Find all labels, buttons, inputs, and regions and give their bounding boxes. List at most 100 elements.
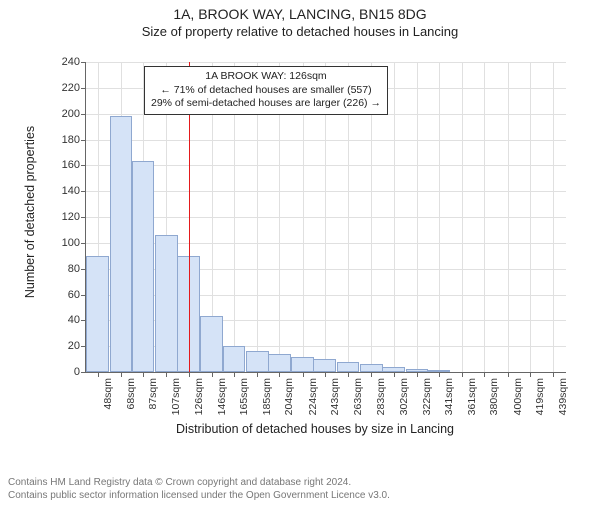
histogram-bar	[360, 364, 383, 372]
xtick-label: 146sqm	[216, 378, 228, 415]
histogram-bar	[200, 316, 223, 372]
xtick-mark	[166, 372, 167, 377]
ytick-label: 220	[62, 82, 80, 94]
histogram-bar	[382, 367, 405, 372]
xtick-mark	[257, 372, 258, 377]
histogram-bar	[313, 359, 336, 372]
histogram-bar	[110, 116, 133, 372]
xtick-label: 283sqm	[375, 378, 387, 415]
ytick-mark	[81, 217, 86, 218]
chart-container: Number of detached properties 0204060801…	[40, 52, 590, 442]
xtick-label: 126sqm	[193, 378, 205, 415]
ytick-mark	[81, 62, 86, 63]
ytick-label: 180	[62, 134, 80, 146]
xtick-mark	[439, 372, 440, 377]
ytick-label: 160	[62, 159, 80, 171]
ytick-mark	[81, 88, 86, 89]
xtick-label: 341sqm	[443, 378, 455, 415]
ytick-mark	[81, 191, 86, 192]
histogram-bar	[291, 357, 314, 373]
xtick-label: 263sqm	[352, 378, 364, 415]
xtick-mark	[371, 372, 372, 377]
xtick-mark	[234, 372, 235, 377]
histogram-bar	[246, 351, 269, 372]
y-axis-label: Number of detached properties	[23, 126, 37, 298]
gridline-vertical	[417, 62, 418, 372]
xtick-label: 439sqm	[557, 378, 569, 415]
histogram-bar	[132, 161, 155, 372]
xtick-mark	[462, 372, 463, 377]
ytick-mark	[81, 114, 86, 115]
gridline-horizontal	[86, 217, 566, 218]
xtick-label: 165sqm	[238, 378, 250, 415]
histogram-bar	[337, 362, 360, 372]
footer-attribution: Contains HM Land Registry data © Crown c…	[8, 477, 390, 502]
x-axis-label: Distribution of detached houses by size …	[176, 422, 454, 436]
gridline-horizontal	[86, 140, 566, 141]
xtick-mark	[98, 372, 99, 377]
xtick-label: 48sqm	[102, 378, 114, 410]
annotation-line: ← 71% of detached houses are smaller (55…	[151, 84, 381, 98]
ytick-label: 60	[68, 289, 80, 301]
histogram-bar	[428, 370, 451, 372]
page-title: 1A, BROOK WAY, LANCING, BN15 8DG	[0, 6, 600, 22]
xtick-mark	[348, 372, 349, 377]
xtick-mark	[303, 372, 304, 377]
xtick-mark	[121, 372, 122, 377]
xtick-label: 400sqm	[512, 378, 524, 415]
xtick-mark	[417, 372, 418, 377]
xtick-mark	[189, 372, 190, 377]
xtick-label: 87sqm	[147, 378, 159, 410]
xtick-label: 68sqm	[125, 378, 137, 410]
ytick-mark	[81, 243, 86, 244]
annotation-callout: 1A BROOK WAY: 126sqm ← 71% of detached h…	[144, 66, 388, 115]
histogram-bar	[155, 235, 178, 372]
ytick-label: 100	[62, 237, 80, 249]
histogram-bar	[406, 369, 429, 372]
xtick-label: 302sqm	[398, 378, 410, 415]
ytick-label: 40	[68, 314, 80, 326]
gridline-vertical	[484, 62, 485, 372]
xtick-mark	[325, 372, 326, 377]
ytick-mark	[81, 140, 86, 141]
ytick-label: 20	[68, 340, 80, 352]
xtick-label: 204sqm	[283, 378, 295, 415]
ytick-mark	[81, 295, 86, 296]
xtick-mark	[394, 372, 395, 377]
ytick-mark	[81, 320, 86, 321]
xtick-label: 243sqm	[329, 378, 341, 415]
plot-area: 02040608010012014016018020022024048sqm68…	[85, 62, 566, 373]
ytick-mark	[81, 372, 86, 373]
annotation-line: 1A BROOK WAY: 126sqm	[151, 70, 381, 84]
ytick-label: 200	[62, 108, 80, 120]
xtick-mark	[143, 372, 144, 377]
xtick-label: 322sqm	[421, 378, 433, 415]
gridline-vertical	[553, 62, 554, 372]
gridline-vertical	[394, 62, 395, 372]
ytick-label: 120	[62, 211, 80, 223]
xtick-mark	[530, 372, 531, 377]
xtick-label: 361sqm	[466, 378, 478, 415]
ytick-mark	[81, 346, 86, 347]
xtick-mark	[484, 372, 485, 377]
ytick-label: 140	[62, 185, 80, 197]
ytick-label: 80	[68, 263, 80, 275]
gridline-vertical	[530, 62, 531, 372]
xtick-mark	[508, 372, 509, 377]
xtick-label: 419sqm	[534, 378, 546, 415]
histogram-bar	[268, 354, 291, 372]
xtick-label: 185sqm	[261, 378, 273, 415]
gridline-horizontal	[86, 62, 566, 63]
xtick-mark	[553, 372, 554, 377]
page-subtitle: Size of property relative to detached ho…	[0, 24, 600, 39]
annotation-line: 29% of semi-detached houses are larger (…	[151, 97, 381, 111]
ytick-mark	[81, 269, 86, 270]
footer-line: Contains public sector information licen…	[8, 490, 390, 503]
histogram-bar	[223, 346, 246, 372]
xtick-label: 380sqm	[488, 378, 500, 415]
xtick-mark	[212, 372, 213, 377]
gridline-vertical	[462, 62, 463, 372]
gridline-horizontal	[86, 191, 566, 192]
histogram-bar	[86, 256, 109, 372]
gridline-vertical	[439, 62, 440, 372]
